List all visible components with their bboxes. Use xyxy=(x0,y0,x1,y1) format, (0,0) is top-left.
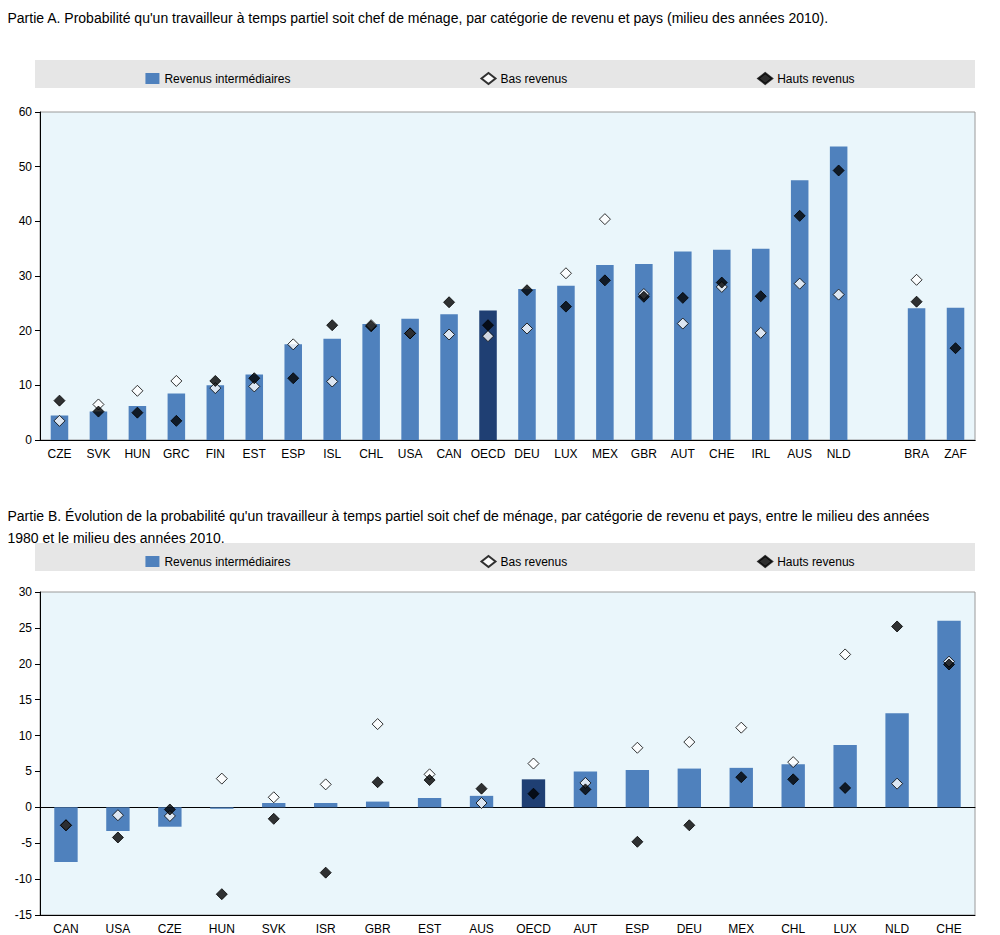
svg-text:EST: EST xyxy=(418,922,442,935)
svg-text:ISL: ISL xyxy=(323,447,341,461)
svg-text:1980 et le milieu des années 2: 1980 et le milieu des années 2010. xyxy=(8,530,225,546)
svg-text:25: 25 xyxy=(19,621,33,635)
svg-text:Revenus intermédiaires: Revenus intermédiaires xyxy=(164,72,290,86)
svg-text:ISR: ISR xyxy=(316,922,336,935)
svg-text:MEX: MEX xyxy=(728,922,754,935)
svg-text:AUT: AUT xyxy=(671,447,696,461)
svg-text:USA: USA xyxy=(398,447,423,461)
svg-text:AUS: AUS xyxy=(787,447,812,461)
svg-text:ZAF: ZAF xyxy=(944,447,967,461)
svg-text:Partie B. Évolution de la prob: Partie B. Évolution de la probabilité qu… xyxy=(8,508,934,524)
svg-text:Hauts revenus: Hauts revenus xyxy=(777,72,854,86)
svg-text:40: 40 xyxy=(19,214,33,228)
svg-text:CAN: CAN xyxy=(53,922,78,935)
svg-text:0: 0 xyxy=(25,800,32,814)
svg-text:60: 60 xyxy=(19,105,33,119)
svg-text:CHE: CHE xyxy=(936,922,961,935)
svg-text:LUX: LUX xyxy=(833,922,856,935)
svg-text:LUX: LUX xyxy=(554,447,577,461)
svg-text:OECD: OECD xyxy=(471,447,506,461)
svg-text:USA: USA xyxy=(106,922,131,935)
svg-text:CHE: CHE xyxy=(709,447,734,461)
svg-text:EST: EST xyxy=(243,447,267,461)
svg-text:CHL: CHL xyxy=(359,447,383,461)
svg-text:-5: -5 xyxy=(21,836,32,850)
svg-text:Hauts revenus: Hauts revenus xyxy=(777,555,854,569)
svg-text:NLD: NLD xyxy=(827,447,851,461)
svg-text:50: 50 xyxy=(19,160,33,174)
svg-text:FIN: FIN xyxy=(206,447,225,461)
svg-text:CZE: CZE xyxy=(158,922,182,935)
svg-text:HUN: HUN xyxy=(124,447,150,461)
svg-text:BRA: BRA xyxy=(904,447,929,461)
svg-text:20: 20 xyxy=(19,324,33,338)
svg-text:10: 10 xyxy=(19,378,33,392)
svg-text:0: 0 xyxy=(25,433,32,447)
svg-text:MEX: MEX xyxy=(592,447,618,461)
svg-text:10: 10 xyxy=(19,729,33,743)
svg-text:GBR: GBR xyxy=(365,922,391,935)
svg-text:AUT: AUT xyxy=(573,922,598,935)
svg-text:ESP: ESP xyxy=(625,922,649,935)
svg-text:15: 15 xyxy=(19,693,33,707)
svg-text:Bas revenus: Bas revenus xyxy=(500,555,567,569)
svg-text:HUN: HUN xyxy=(209,922,235,935)
svg-text:AUS: AUS xyxy=(469,922,494,935)
svg-text:DEU: DEU xyxy=(677,922,702,935)
svg-text:30: 30 xyxy=(19,585,33,599)
svg-text:Partie A. Probabilité qu'un tr: Partie A. Probabilité qu'un travailleur … xyxy=(8,10,829,26)
svg-text:20: 20 xyxy=(19,657,33,671)
svg-text:SVK: SVK xyxy=(86,447,110,461)
svg-text:CAN: CAN xyxy=(436,447,461,461)
svg-text:-10: -10 xyxy=(15,872,33,886)
svg-text:30: 30 xyxy=(19,269,33,283)
svg-text:GBR: GBR xyxy=(631,447,657,461)
svg-text:DEU: DEU xyxy=(514,447,539,461)
svg-text:CZE: CZE xyxy=(47,447,71,461)
svg-text:Bas revenus: Bas revenus xyxy=(500,72,567,86)
svg-text:IRL: IRL xyxy=(751,447,770,461)
svg-text:GRC: GRC xyxy=(163,447,190,461)
svg-text:OECD: OECD xyxy=(516,922,551,935)
svg-text:NLD: NLD xyxy=(885,922,909,935)
svg-text:Revenus intermédiaires: Revenus intermédiaires xyxy=(164,555,290,569)
svg-text:ESP: ESP xyxy=(281,447,305,461)
svg-text:CHL: CHL xyxy=(781,922,805,935)
svg-text:SVK: SVK xyxy=(262,922,286,935)
svg-text:-15: -15 xyxy=(15,908,33,922)
svg-text:5: 5 xyxy=(25,764,32,778)
